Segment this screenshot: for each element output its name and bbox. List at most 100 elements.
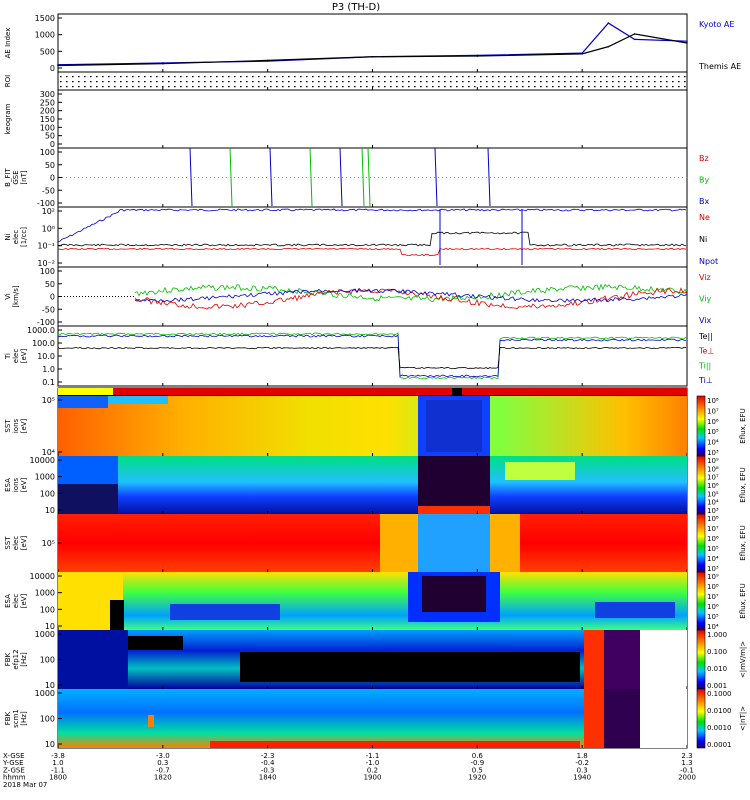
roi-dot	[288, 81, 290, 83]
roi-dot	[636, 76, 638, 78]
roi-dot	[72, 86, 74, 88]
roi-dot	[240, 76, 242, 78]
roi-dot	[684, 86, 686, 88]
roi-dot	[300, 86, 302, 88]
roi-dot	[654, 81, 656, 83]
footer-value: 0.3	[157, 759, 168, 767]
roi-dot	[408, 81, 410, 83]
roi-dot	[444, 81, 446, 83]
roi-dot	[492, 81, 494, 83]
series-point	[686, 42, 688, 44]
roi-dot	[324, 86, 326, 88]
panel-ylabel: efp12	[12, 649, 20, 669]
roi-dot	[666, 76, 668, 78]
roi-dot	[108, 76, 110, 78]
roi-dot	[270, 76, 272, 78]
roi-dot	[636, 81, 638, 83]
roi-dot	[594, 76, 596, 78]
roi-dot	[354, 86, 356, 88]
colorbar-tick-label: 0.0010	[707, 724, 732, 732]
roi-dot	[516, 81, 518, 83]
footer-value: 1920	[468, 774, 486, 782]
esa-elec-gap	[422, 576, 486, 612]
roi-dot	[186, 76, 188, 78]
roi-dot	[120, 81, 122, 83]
roi-dot	[636, 86, 638, 88]
roi-dot	[624, 76, 626, 78]
ytick-label: 10000	[30, 572, 55, 581]
roi-dot	[204, 81, 206, 83]
ytick-label: 100	[40, 656, 55, 665]
panel-ylabel: GSE	[12, 170, 20, 184]
roi-dot	[522, 86, 524, 88]
roi-dot	[180, 81, 182, 83]
roi-dot	[672, 76, 674, 78]
roi-dot	[432, 76, 434, 78]
colorbar-tick-label: 10⁵	[707, 428, 719, 436]
footer-value: -3.8	[51, 752, 65, 760]
roi-dot	[390, 86, 392, 88]
ytick-label: 300	[40, 90, 55, 99]
roi-dot	[606, 76, 608, 78]
footer-value: 0.2	[367, 766, 378, 774]
footer-value: 1.3	[681, 759, 692, 767]
roi-dot	[600, 76, 602, 78]
roi-dot	[552, 76, 554, 78]
roi-dot	[516, 86, 518, 88]
sst-ions-gap-inner	[426, 400, 482, 452]
roi-dot	[366, 81, 368, 83]
ytick-label: 50	[45, 280, 55, 289]
roi-dot	[498, 81, 500, 83]
panel-frame	[57, 325, 688, 387]
roi-dot	[564, 76, 566, 78]
roi-dot	[102, 86, 104, 88]
roi-dot	[264, 81, 266, 83]
panel-frame	[57, 206, 688, 268]
colorbar-tick-label: 10⁹	[707, 573, 719, 581]
roi-dot	[504, 76, 506, 78]
colorbar-tick-label: 10⁴	[707, 439, 719, 447]
roi-dot	[126, 76, 128, 78]
ytick-label: 0.1	[42, 378, 55, 387]
roi-dot	[540, 81, 542, 83]
footer-value: 1840	[259, 774, 277, 782]
temp-te-par	[57, 346, 687, 370]
fbk-efp-dark	[128, 636, 183, 650]
ytick-label: 10⁴	[42, 448, 55, 457]
roi-dot	[402, 81, 404, 83]
esa-ions-gap	[418, 456, 490, 506]
roi-dot	[450, 76, 452, 78]
roi-dot	[534, 76, 536, 78]
roi-dot	[162, 76, 164, 78]
ytick-label: 1.0	[42, 365, 55, 374]
roi-dot	[366, 76, 368, 78]
fbk-scm-nodata	[640, 689, 687, 748]
legend-entry: Ti⊥	[698, 376, 713, 385]
ytick-label: 10⁻¹	[37, 242, 55, 251]
footer-value: 1900	[364, 774, 382, 782]
roi-dot	[612, 81, 614, 83]
colorbar-tick-label: 10⁹	[707, 457, 719, 465]
roi-dot	[288, 86, 290, 88]
roi-dot	[336, 76, 338, 78]
panel-ylabel: [eV]	[20, 535, 28, 550]
footer-rowlabel: hhmm	[3, 774, 26, 782]
panel-frame	[57, 266, 688, 327]
fbk-scm-spectrogram	[58, 689, 687, 748]
panel-ylabel: FBK	[4, 652, 12, 666]
panel-ylabel: FBK	[4, 711, 12, 725]
panel-ylabel: ions	[12, 477, 20, 492]
roi-dot	[198, 81, 200, 83]
colorbar-label: Eflux, EFU	[739, 408, 747, 443]
ytick-label: 10.0	[37, 352, 55, 361]
colorbar-tick-label: 10⁴	[707, 623, 719, 631]
roi-dot	[126, 86, 128, 88]
roi-dot	[66, 81, 68, 83]
figure-title: P3 (TH-D)	[332, 2, 380, 13]
legend-entry: Viz	[699, 273, 711, 282]
roi-dot	[390, 81, 392, 83]
series-point	[266, 59, 269, 62]
series-line-themis-ae	[57, 33, 688, 67]
colorbar-tick-label: 0.001	[707, 682, 727, 690]
